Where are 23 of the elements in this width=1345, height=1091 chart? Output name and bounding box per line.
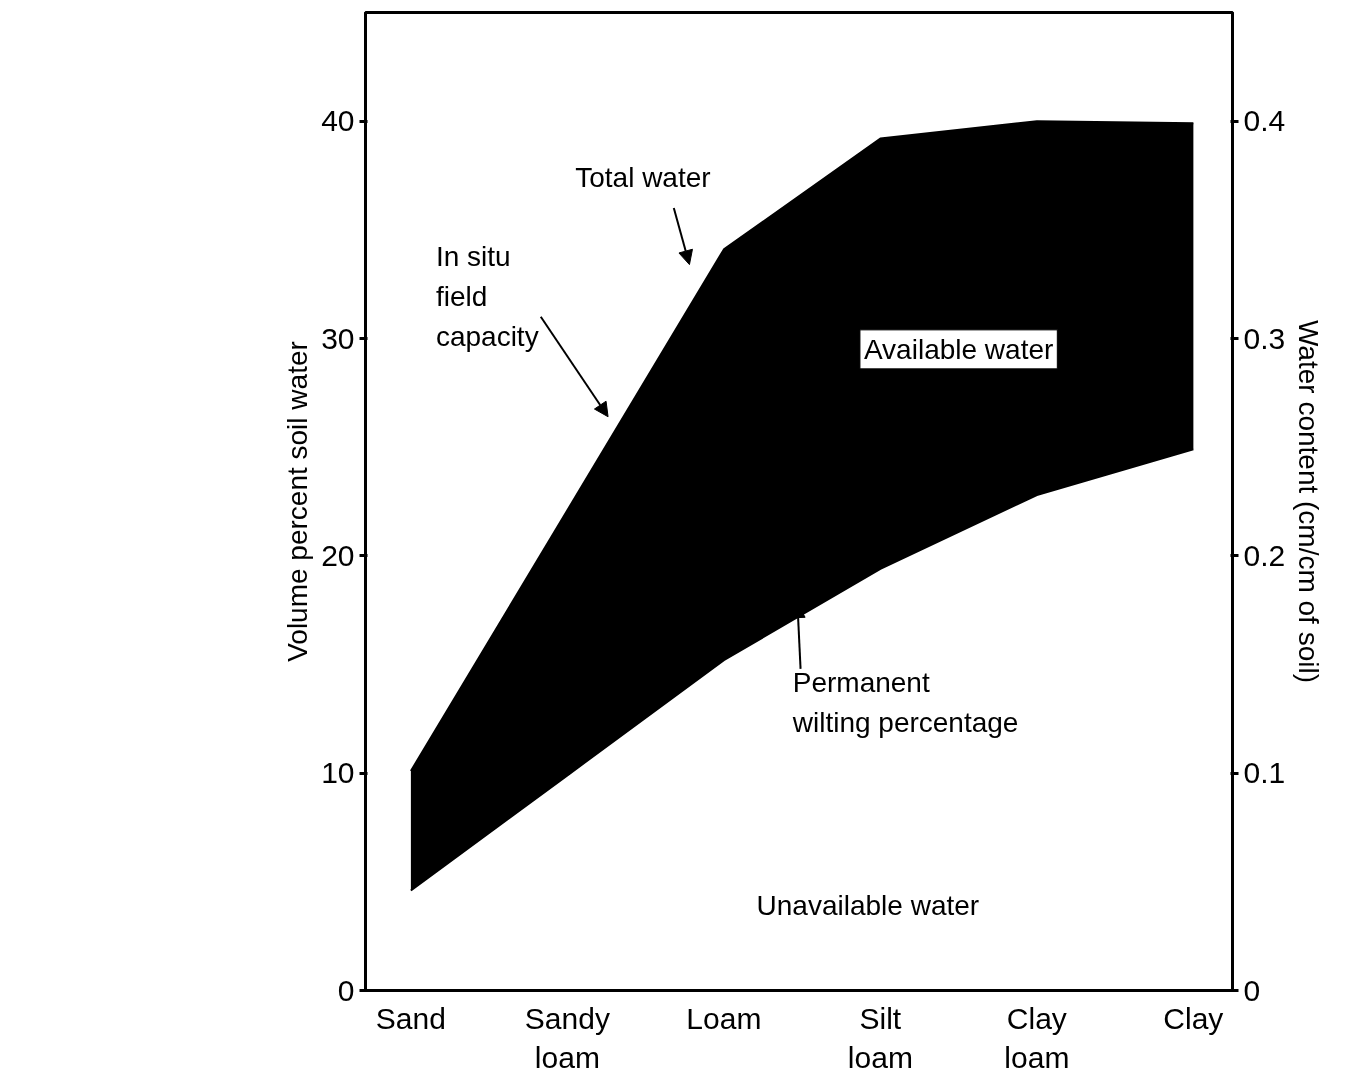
y2-axis-title: Water content (cm/cm of soil) bbox=[1293, 319, 1325, 684]
y-tick-label: 40 bbox=[321, 104, 355, 138]
x-tick-label: Clay loam bbox=[1004, 1001, 1070, 1075]
y-tick-label: 10 bbox=[321, 756, 355, 790]
y-axis-title: Volume percent soil water bbox=[282, 341, 314, 662]
y-tick-label: 0 bbox=[337, 973, 355, 1007]
annotation: Permanent wilting percentage bbox=[791, 666, 1019, 738]
annotation: In situ field capacity bbox=[435, 240, 539, 353]
y2-tick-label: 0.4 bbox=[1243, 104, 1286, 138]
x-tick-label: Silt loam bbox=[847, 1001, 913, 1075]
x-tick-label: Loam bbox=[686, 1001, 762, 1035]
annotation: Available water bbox=[863, 333, 1054, 365]
y-tick-label: 30 bbox=[321, 321, 355, 355]
y-tick-label: 20 bbox=[321, 538, 355, 572]
annotation: Total water bbox=[575, 162, 711, 194]
y2-tick-label: 0 bbox=[1243, 973, 1261, 1007]
annotation: Unavailable water bbox=[756, 890, 980, 922]
y2-tick-label: 0.3 bbox=[1243, 321, 1286, 355]
y2-tick-label: 0.1 bbox=[1243, 756, 1286, 790]
x-tick-label: Sand bbox=[375, 1001, 446, 1035]
x-tick-label: Clay bbox=[1163, 1001, 1224, 1035]
x-tick-label: Sandy loam bbox=[524, 1001, 610, 1075]
y2-tick-label: 0.2 bbox=[1243, 538, 1286, 572]
